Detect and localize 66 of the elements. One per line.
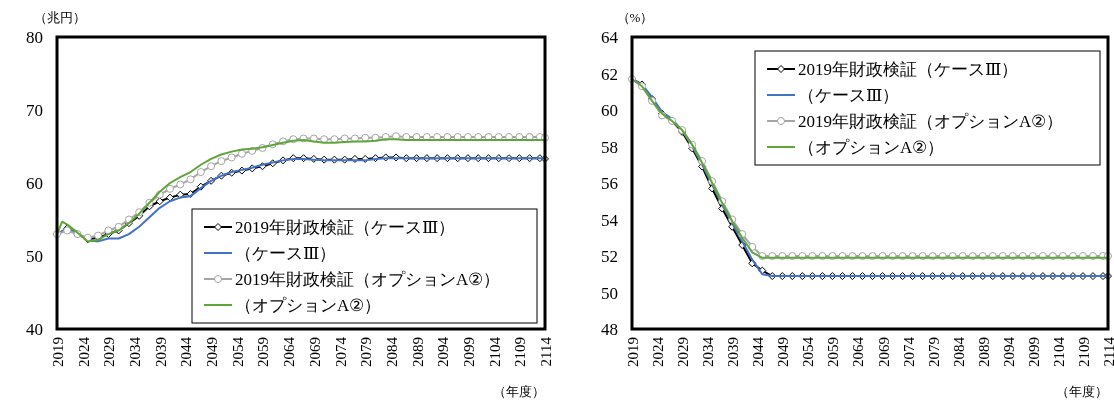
x-tick-label: 2064 xyxy=(281,336,298,367)
x-tick-label: 2019 xyxy=(50,337,66,367)
x-tick-label: 2109 xyxy=(1075,337,1092,367)
legend-label: 2019年財政検証（ケースⅢ） xyxy=(235,218,456,237)
x-tick-label: 2059 xyxy=(255,337,272,367)
y-tick-label: 58 xyxy=(601,137,618,157)
x-tick-label: 2059 xyxy=(825,337,842,367)
y-tick-label: 70 xyxy=(26,101,43,120)
x-tick-label: 2084 xyxy=(383,336,400,367)
x-tick-label: 2029 xyxy=(675,337,692,367)
x-tick-label: 2114 xyxy=(538,336,554,367)
y-tick-label: 48 xyxy=(601,320,618,339)
x-tick-label: 2079 xyxy=(358,337,375,367)
x-tick-label: 2114 xyxy=(1101,336,1114,367)
x-tick-label: 2039 xyxy=(152,337,169,367)
x-tick-label: 2069 xyxy=(306,337,323,367)
x-tick-label: 2044 xyxy=(750,336,767,367)
x-tick-label: 2089 xyxy=(975,337,992,367)
x-tick-label: 2109 xyxy=(512,337,529,367)
legend-label: 2019年財政検証（オプションA②） xyxy=(798,112,1064,131)
x-tick-label: 2074 xyxy=(332,336,349,367)
x-tick-label: 2094 xyxy=(435,336,452,367)
x-tick-label: 2029 xyxy=(101,337,118,367)
legend-label: 2019年財政検証（オプションA②） xyxy=(235,270,501,289)
y-tick-label: 60 xyxy=(26,174,43,193)
x-tick-label: 2074 xyxy=(900,336,917,367)
legend-label: 2019年財政検証（ケースⅢ） xyxy=(798,60,1019,79)
x-tick-label: 2089 xyxy=(409,337,426,367)
x-tick-label: 2094 xyxy=(1000,336,1017,367)
x-tick-label: 2019 xyxy=(625,337,641,367)
x-tick-label: 2099 xyxy=(1025,337,1042,367)
x-axis-title: （年度） xyxy=(1056,384,1108,399)
legend-label: （ケースⅢ） xyxy=(235,244,337,263)
legend-label: （オプションA②） xyxy=(235,296,382,315)
x-tick-label: 2069 xyxy=(875,337,892,367)
x-tick-label: 2104 xyxy=(1050,336,1067,367)
legend-label: （ケースⅢ） xyxy=(798,86,900,105)
x-axis-title: （年度） xyxy=(493,384,545,399)
x-tick-label: 2079 xyxy=(925,337,942,367)
x-tick-label: 2104 xyxy=(486,336,503,367)
y-tick-label: 52 xyxy=(601,247,618,266)
y-tick-label: 50 xyxy=(601,283,618,303)
x-tick-label: 2064 xyxy=(850,336,867,367)
x-tick-label: 2049 xyxy=(204,337,221,367)
x-tick-label: 2049 xyxy=(775,337,792,367)
y-tick-label: 54 xyxy=(601,210,619,230)
x-tick-label: 2099 xyxy=(460,337,477,367)
y-tick-label: 56 xyxy=(601,174,618,193)
x-tick-label: 2054 xyxy=(800,336,817,367)
y-tick-label: 60 xyxy=(601,101,618,120)
y-tick-label: 80 xyxy=(26,28,43,47)
y-tick-label: 50 xyxy=(26,247,43,266)
y-tick-label: 40 xyxy=(26,320,43,339)
x-tick-label: 2054 xyxy=(229,336,246,367)
y-tick-label: 62 xyxy=(601,64,618,84)
y-axis-title: （%） xyxy=(616,10,654,25)
x-tick-label: 2034 xyxy=(127,336,144,367)
y-axis-title: （兆円） xyxy=(34,10,86,25)
x-tick-label: 2024 xyxy=(75,336,92,367)
x-tick-label: 2039 xyxy=(725,337,742,367)
x-tick-label: 2084 xyxy=(950,336,967,367)
x-tick-label: 2044 xyxy=(178,336,195,367)
x-tick-label: 2034 xyxy=(700,336,717,367)
y-tick-label: 64 xyxy=(601,28,619,47)
x-tick-label: 2024 xyxy=(650,336,667,367)
legend-label: （オプションA②） xyxy=(798,138,945,157)
